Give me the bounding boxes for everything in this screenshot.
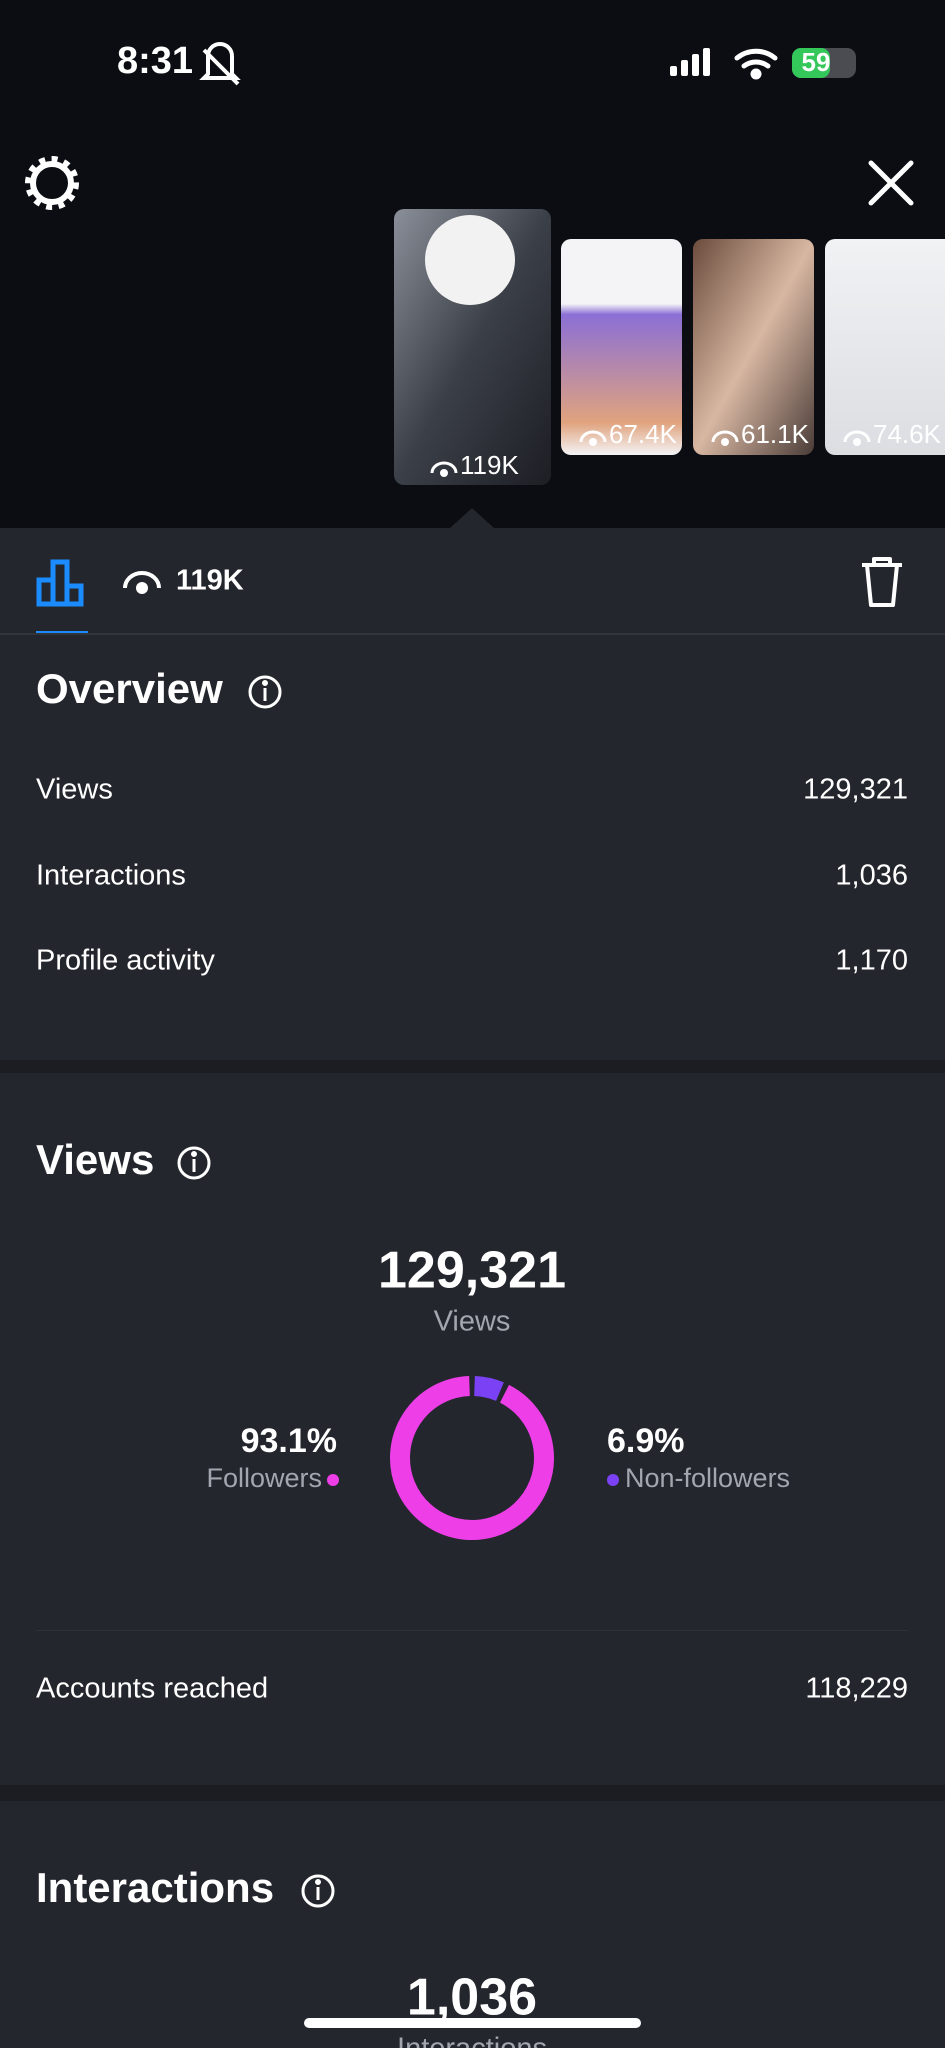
row-label: Interactions bbox=[36, 860, 186, 892]
battery-level bbox=[792, 48, 830, 78]
row-label: Views bbox=[36, 774, 113, 806]
close-button[interactable] bbox=[868, 160, 914, 206]
views-total-label: Views bbox=[434, 1306, 511, 1338]
section-separator bbox=[0, 1060, 945, 1073]
thumbnail[interactable] bbox=[825, 239, 945, 455]
legend-dot bbox=[607, 1474, 619, 1486]
row-label: Profile activity bbox=[36, 945, 215, 977]
delete-button[interactable] bbox=[862, 557, 902, 607]
wifi-icon bbox=[734, 48, 778, 80]
eye-icon bbox=[843, 430, 871, 443]
battery-text: 59 bbox=[802, 47, 831, 77]
thumbnail[interactable] bbox=[693, 239, 814, 455]
selection-pointer bbox=[450, 508, 494, 528]
views-total: 129,321 bbox=[378, 1242, 566, 1300]
section-title: Views bbox=[36, 1136, 154, 1183]
section-separator bbox=[0, 1785, 945, 1801]
insights-tab[interactable] bbox=[36, 559, 84, 607]
thumbnail-views: 74.6K bbox=[873, 419, 942, 449]
eye-pupil bbox=[721, 438, 729, 446]
donut-segment bbox=[473, 1376, 504, 1402]
sticker bbox=[425, 215, 515, 305]
donut-segment bbox=[390, 1376, 554, 1540]
tab-underline bbox=[36, 631, 88, 634]
thumbnail-views: 61.1K bbox=[741, 419, 810, 449]
section-title: Overview bbox=[36, 665, 223, 712]
thumbnail-views: 67.4K bbox=[609, 419, 678, 449]
eye-icon bbox=[579, 430, 607, 443]
legend-label: Followers bbox=[206, 1463, 322, 1493]
interactions-total: 1,036 bbox=[407, 1969, 537, 2027]
thumbnail[interactable] bbox=[561, 239, 682, 455]
row-value: 1,036 bbox=[835, 860, 908, 892]
legend-label: Non-followers bbox=[625, 1463, 790, 1493]
divider bbox=[0, 633, 945, 635]
eye-pupil bbox=[853, 438, 861, 446]
thumbnail-views: 119K bbox=[460, 450, 519, 480]
interactions-total-label: Interactions bbox=[397, 2033, 547, 2048]
eye-pupil bbox=[440, 469, 448, 477]
row-label: Accounts reached bbox=[36, 1673, 268, 1705]
status-time: 8:31 bbox=[117, 40, 193, 82]
legend-dot bbox=[327, 1474, 339, 1486]
mute-icon bbox=[199, 42, 241, 86]
home-indicator bbox=[304, 2018, 641, 2028]
eye-pupil bbox=[589, 438, 597, 446]
settings-button[interactable] bbox=[25, 156, 79, 210]
row-value: 1,170 bbox=[835, 945, 908, 977]
percent-label: 93.1% bbox=[241, 1422, 337, 1460]
info-icon[interactable] bbox=[177, 1146, 211, 1180]
info-icon[interactable] bbox=[301, 1874, 335, 1908]
eye-icon bbox=[430, 461, 458, 474]
info-icon[interactable] bbox=[248, 675, 282, 709]
percent-label: 6.9% bbox=[607, 1422, 685, 1460]
eye-icon bbox=[711, 430, 739, 443]
divider bbox=[36, 1630, 908, 1631]
eye-icon bbox=[123, 571, 161, 594]
signal-icon bbox=[670, 48, 710, 76]
row-value: 118,229 bbox=[805, 1673, 908, 1705]
row-value: 129,321 bbox=[803, 774, 908, 806]
section-title: Interactions bbox=[36, 1864, 274, 1911]
tab-views: 119K bbox=[176, 565, 244, 597]
